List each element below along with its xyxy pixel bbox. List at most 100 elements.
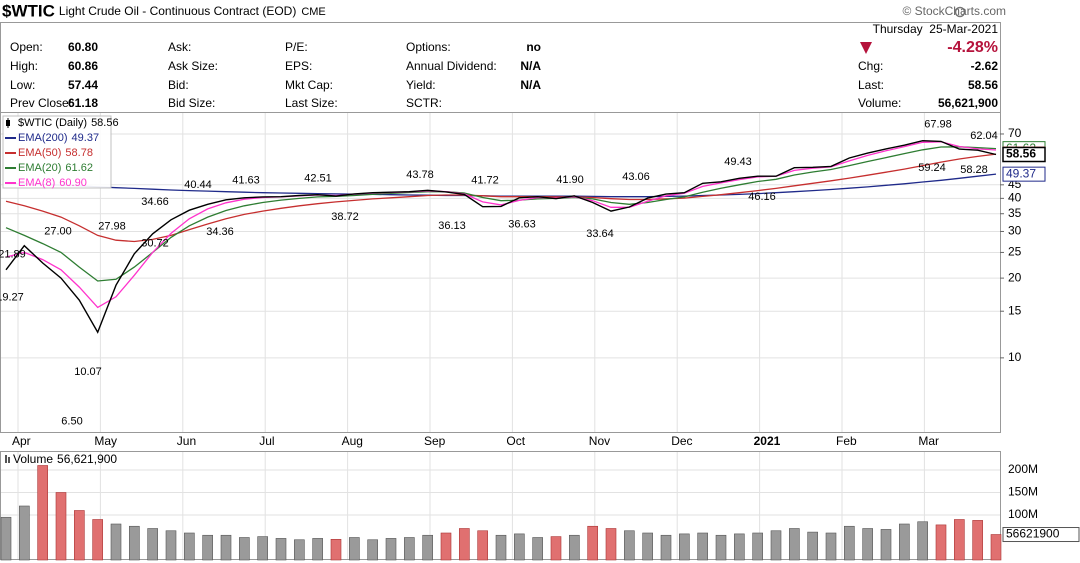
x-tick-label: Dec [671, 434, 692, 448]
volume-bar [697, 532, 708, 561]
exchange: CME [301, 6, 325, 18]
price-annotation: 36.13 [438, 220, 466, 232]
volume-bar [532, 537, 543, 561]
volume-bar [954, 519, 965, 561]
price-line [5, 139, 997, 334]
price-annotation: 43.78 [406, 169, 434, 181]
x-tick-label: Mar [918, 434, 939, 448]
field-value: 56,621,900 [938, 96, 998, 110]
volume-bar [807, 531, 818, 561]
volume-bar [734, 533, 745, 561]
price-annotation: 40.44 [184, 179, 212, 191]
quote-date: Thursday 25-Mar-2021 [873, 22, 999, 36]
y-tick-label: 15 [1008, 303, 1022, 317]
field-label: Bid: [168, 78, 189, 92]
price-tag-label: 58.56 [1006, 147, 1036, 161]
x-tick-label: Jun [177, 434, 196, 448]
field-label: Annual Dividend: [406, 59, 497, 73]
field-label: Last Size: [285, 96, 338, 110]
field-label: Ask: [168, 40, 191, 54]
field-value: 61.18 [68, 96, 98, 110]
field-label: Volume: [858, 96, 901, 110]
field-value: N/A [520, 59, 541, 73]
y-tick-label: 30 [1008, 224, 1022, 238]
field-label: SCTR: [406, 96, 442, 110]
field-label: Chg: [858, 59, 883, 73]
field-label: Last: [858, 78, 884, 92]
x-tick-label: May [94, 434, 117, 448]
volume-bar [257, 536, 268, 561]
legend-name: $WTIC (Daily) [18, 117, 87, 129]
price-annotation: 19.27 [0, 291, 24, 303]
legend-value: 58.78 [65, 147, 93, 159]
volume-bar [184, 532, 195, 561]
volume-bar [862, 528, 873, 561]
volume-bar [825, 532, 837, 561]
price-annotation: 67.98 [924, 118, 952, 130]
volume-bar [917, 521, 928, 561]
volume-bar [477, 530, 488, 561]
volume-bar [550, 536, 562, 561]
volume-bar [55, 492, 67, 561]
field-label: Prev Close: [10, 96, 72, 110]
y-tick-label: 10 [1008, 350, 1022, 364]
volume-bar [679, 533, 690, 561]
price-annotation: 41.63 [232, 175, 260, 187]
volume-bar [220, 534, 232, 561]
field-label: Open: [10, 40, 43, 54]
price-annotation: 6.50 [61, 415, 82, 427]
volume-bar [147, 528, 158, 561]
volume-legend-name: Volume [13, 452, 53, 466]
field-value: 58.56 [968, 78, 998, 92]
legend-value: 61.62 [65, 162, 93, 174]
volume-bar [495, 534, 507, 561]
price-annotation: 62.04 [970, 130, 998, 142]
y-tick-label: 200M [1008, 462, 1038, 476]
volume-bar [367, 539, 378, 561]
volume-bar [440, 532, 452, 561]
field-label: P/E: [285, 40, 308, 54]
field-label: Low: [10, 78, 35, 92]
legend-name: EMA(8) [18, 177, 55, 189]
field-label: Yield: [406, 78, 436, 92]
volume-bar [770, 530, 782, 561]
price-tag-label: 49.37 [1006, 166, 1036, 180]
x-tick-label: Nov [589, 434, 610, 448]
field-label: Options: [406, 40, 451, 54]
price-annotation: 21.89 [0, 249, 26, 261]
legend-name: EMA(20) [18, 162, 61, 174]
y-tick-label: 100M [1008, 507, 1038, 521]
field-value: no [526, 40, 541, 54]
price-annotation: 42.51 [304, 172, 332, 184]
y-tick-label: 20 [1008, 270, 1022, 284]
price-tag [1002, 146, 1046, 163]
price-annotation: 30.72 [141, 238, 169, 250]
volume-bar [92, 519, 103, 561]
price-annotation: 27.00 [44, 225, 72, 237]
legend-name: EMA(200) [18, 132, 68, 144]
volume-bar [129, 525, 140, 561]
price-annotation: 34.66 [141, 196, 169, 208]
volume-bar [514, 533, 525, 561]
price-annotation: 38.72 [331, 211, 359, 223]
volume-bar [330, 538, 342, 561]
volume-bar [899, 523, 910, 561]
x-tick-label: Apr [12, 434, 31, 448]
legend-value: 58.56 [91, 117, 119, 129]
volume-bar [239, 537, 250, 561]
quote-panel [0, 22, 1001, 113]
price-annotation: 41.72 [471, 174, 499, 186]
x-tick-label: Oct [506, 434, 525, 448]
volume-bar [404, 537, 415, 561]
volume-bar [752, 532, 763, 561]
volume-bar [569, 534, 580, 561]
volume-bar [165, 530, 177, 561]
volume-bar [74, 510, 85, 561]
x-tick-label: Jul [259, 434, 274, 448]
ema-line [5, 146, 997, 282]
field-value: 57.44 [68, 78, 98, 92]
y-tick-label: 150M [1008, 485, 1038, 499]
volume-legend-value: 56,621,900 [57, 452, 117, 466]
x-tick-label: Aug [342, 434, 363, 448]
x-tick-label: 2021 [754, 434, 781, 448]
